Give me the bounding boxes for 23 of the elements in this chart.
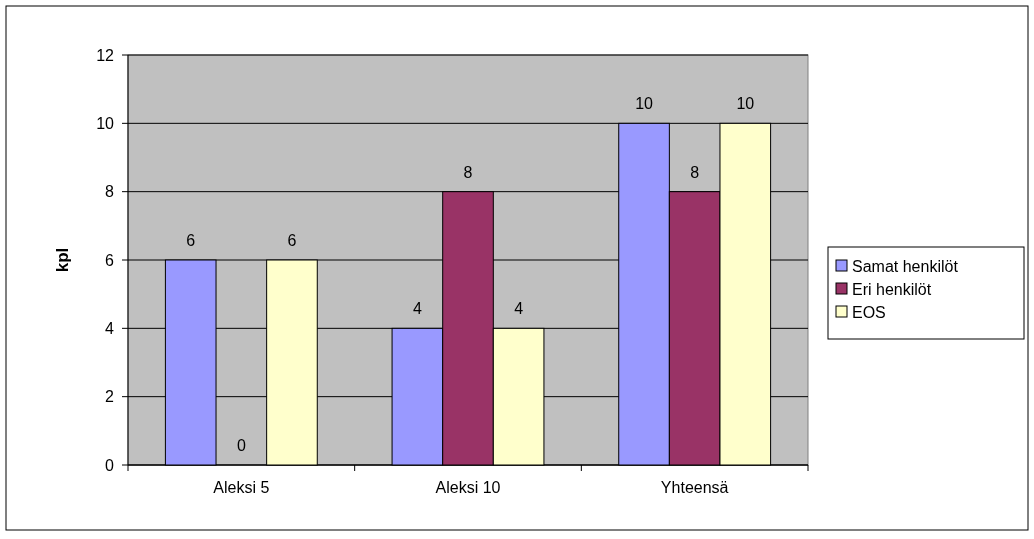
data-label: 10 <box>736 95 755 113</box>
data-label: 0 <box>236 437 246 454</box>
y-tick-label: 0 <box>105 456 115 474</box>
y-tick-label: 12 <box>96 46 115 64</box>
data-label: 4 <box>514 300 524 318</box>
y-axis-title: kpl <box>53 247 72 273</box>
data-label: 6 <box>186 232 196 249</box>
y-tick-label: 6 <box>105 251 115 269</box>
data-label: 6 <box>287 232 297 249</box>
y-tick-label: 8 <box>105 183 115 201</box>
x-tick-label: Aleksi 5 <box>213 479 270 496</box>
x-tick-label: Yhteensä <box>660 479 729 496</box>
y-tick-label: 2 <box>105 388 115 406</box>
data-label: 8 <box>690 163 700 181</box>
data-label: 10 <box>635 95 654 113</box>
y-tick-label: 4 <box>105 319 115 337</box>
data-label: 8 <box>463 163 473 181</box>
legend-label: Eri henkilöt <box>852 280 932 298</box>
y-tick-label: 10 <box>96 114 115 132</box>
data-label: 4 <box>412 300 422 318</box>
legend-label: Samat henkilöt <box>852 257 959 275</box>
x-tick-label: Aleksi 10 <box>435 479 501 496</box>
legend-label: EOS <box>852 303 886 321</box>
